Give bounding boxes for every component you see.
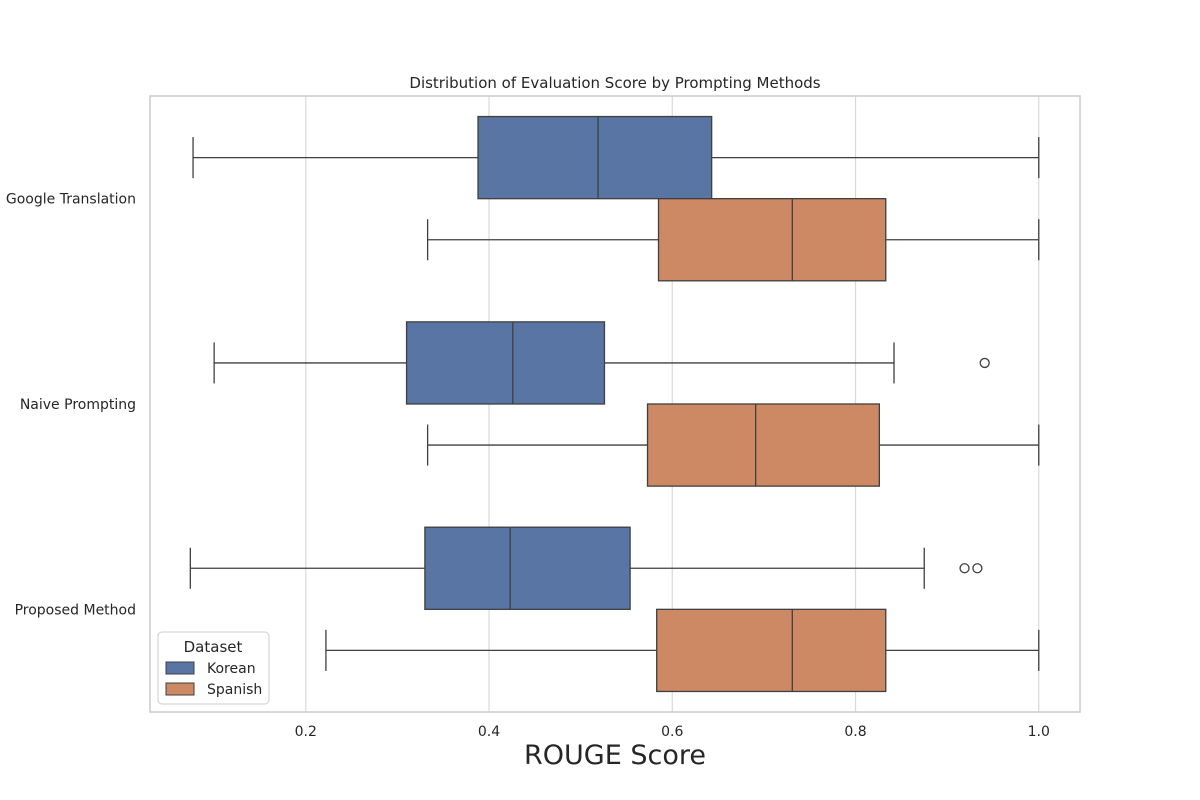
box-group-spanish [426,198,1040,282]
legend-label-korean: Korean [207,661,256,677]
box-group-spanish [325,608,1040,693]
box-korean [424,526,631,610]
category-label: Proposed Method [15,602,136,618]
x-tick-label: 1.0 [1028,724,1050,740]
legend-swatch-korean [165,661,195,675]
legend: Dataset Korean Spanish [157,631,270,705]
legend-swatch-spanish [165,682,195,696]
outlier-point [979,357,990,369]
legend-label-spanish: Spanish [207,682,262,698]
box-group-spanish [426,403,1040,487]
box-group-korean [213,321,990,405]
outlier-point [959,563,970,574]
x-tick-label: 0.8 [844,724,866,740]
box-spanish [657,198,887,282]
category-label: Naive Prompting [20,397,136,413]
box-spanish [656,608,887,693]
plot-frame [149,95,1081,713]
legend-title: Dataset [184,638,243,656]
x-tick-labels: 0.2 0.4 0.6 0.8 1.0 [295,724,1050,740]
box-korean [405,321,606,405]
outlier-point [972,563,983,574]
box-group-korean [189,526,983,610]
category-labels: Google Translation Naive Prompting Propose… [6,192,136,619]
chart-title: Distribution of Evaluation Score by Prom… [409,74,820,92]
x-tick-label: 0.6 [661,724,683,740]
box-group-korean [192,115,1040,200]
category-label: Google Translation [6,192,136,208]
box-layer [189,115,1040,693]
x-tick-label: 0.4 [478,724,500,740]
x-axis-label: ROUGE Score [524,740,706,771]
box-spanish [646,403,880,487]
x-tick-label: 0.2 [295,724,317,740]
box-korean [477,115,713,200]
